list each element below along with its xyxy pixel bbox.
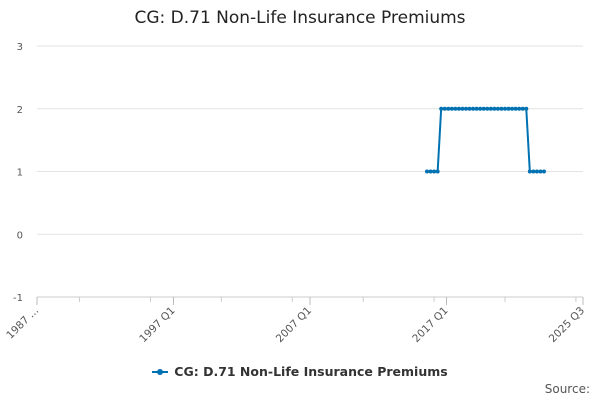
data-point (474, 106, 479, 111)
data-point (517, 106, 522, 111)
data-point (453, 106, 458, 111)
data-point (542, 169, 546, 174)
x-tick-label: 2007 Q1 (274, 305, 314, 345)
data-point (442, 106, 447, 111)
y-tick-label: 3 (17, 42, 23, 53)
source-label: Source: (544, 382, 590, 396)
data-point (524, 106, 529, 111)
legend-label: CG: D.71 Non-Life Insurance Premiums (174, 364, 448, 379)
chart-title: CG: D.71 Non-Life Insurance Premiums (134, 8, 466, 28)
x-tick-label: 2025 Q3 (547, 305, 587, 345)
data-point (503, 106, 507, 111)
legend-item[interactable]: CG: D.71 Non-Life Insurance Premiums (152, 364, 448, 379)
data-point (471, 106, 476, 111)
y-tick-label: 1 (17, 168, 23, 179)
data-point (488, 106, 493, 111)
data-point (531, 169, 536, 174)
chart-legend[interactable]: CG: D.71 Non-Life Insurance Premiums (0, 364, 600, 380)
legend-line-marker-icon (152, 367, 169, 377)
data-point (499, 106, 504, 111)
y-tick-label: -1 (13, 293, 23, 304)
data-point (481, 106, 486, 111)
data-point (425, 169, 429, 174)
x-tick-label: 1987 ... (4, 305, 41, 342)
data-point (513, 106, 518, 111)
data-point (435, 169, 440, 174)
data-point (534, 169, 539, 174)
data-point (467, 106, 472, 111)
data-point (520, 106, 525, 111)
series-line (427, 107, 544, 173)
data-point (527, 169, 532, 174)
data-point (428, 169, 433, 174)
data-point (456, 106, 461, 111)
x-tick-label: 1997 Q1 (137, 305, 177, 345)
data-point (446, 106, 451, 111)
data-point (538, 169, 543, 174)
data-point (510, 106, 515, 111)
data-point (464, 106, 468, 111)
data-point (485, 106, 490, 111)
y-tick-label: 0 (17, 230, 23, 241)
data-point (432, 169, 437, 174)
data-point (492, 106, 497, 111)
data-point (439, 106, 444, 111)
y-tick-label: 2 (17, 105, 23, 116)
data-point (506, 106, 511, 111)
data-point (460, 106, 465, 111)
data-point (495, 106, 500, 111)
x-tick-label: 2017 Q1 (410, 305, 450, 345)
data-point (478, 106, 483, 111)
data-point (449, 106, 454, 111)
